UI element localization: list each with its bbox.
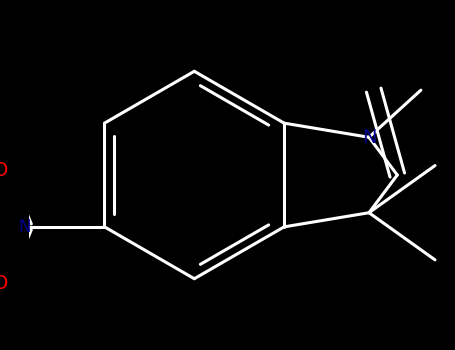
Text: N: N — [18, 218, 30, 236]
Text: O: O — [0, 274, 9, 293]
Text: N: N — [362, 128, 376, 147]
Text: O: O — [0, 161, 9, 180]
